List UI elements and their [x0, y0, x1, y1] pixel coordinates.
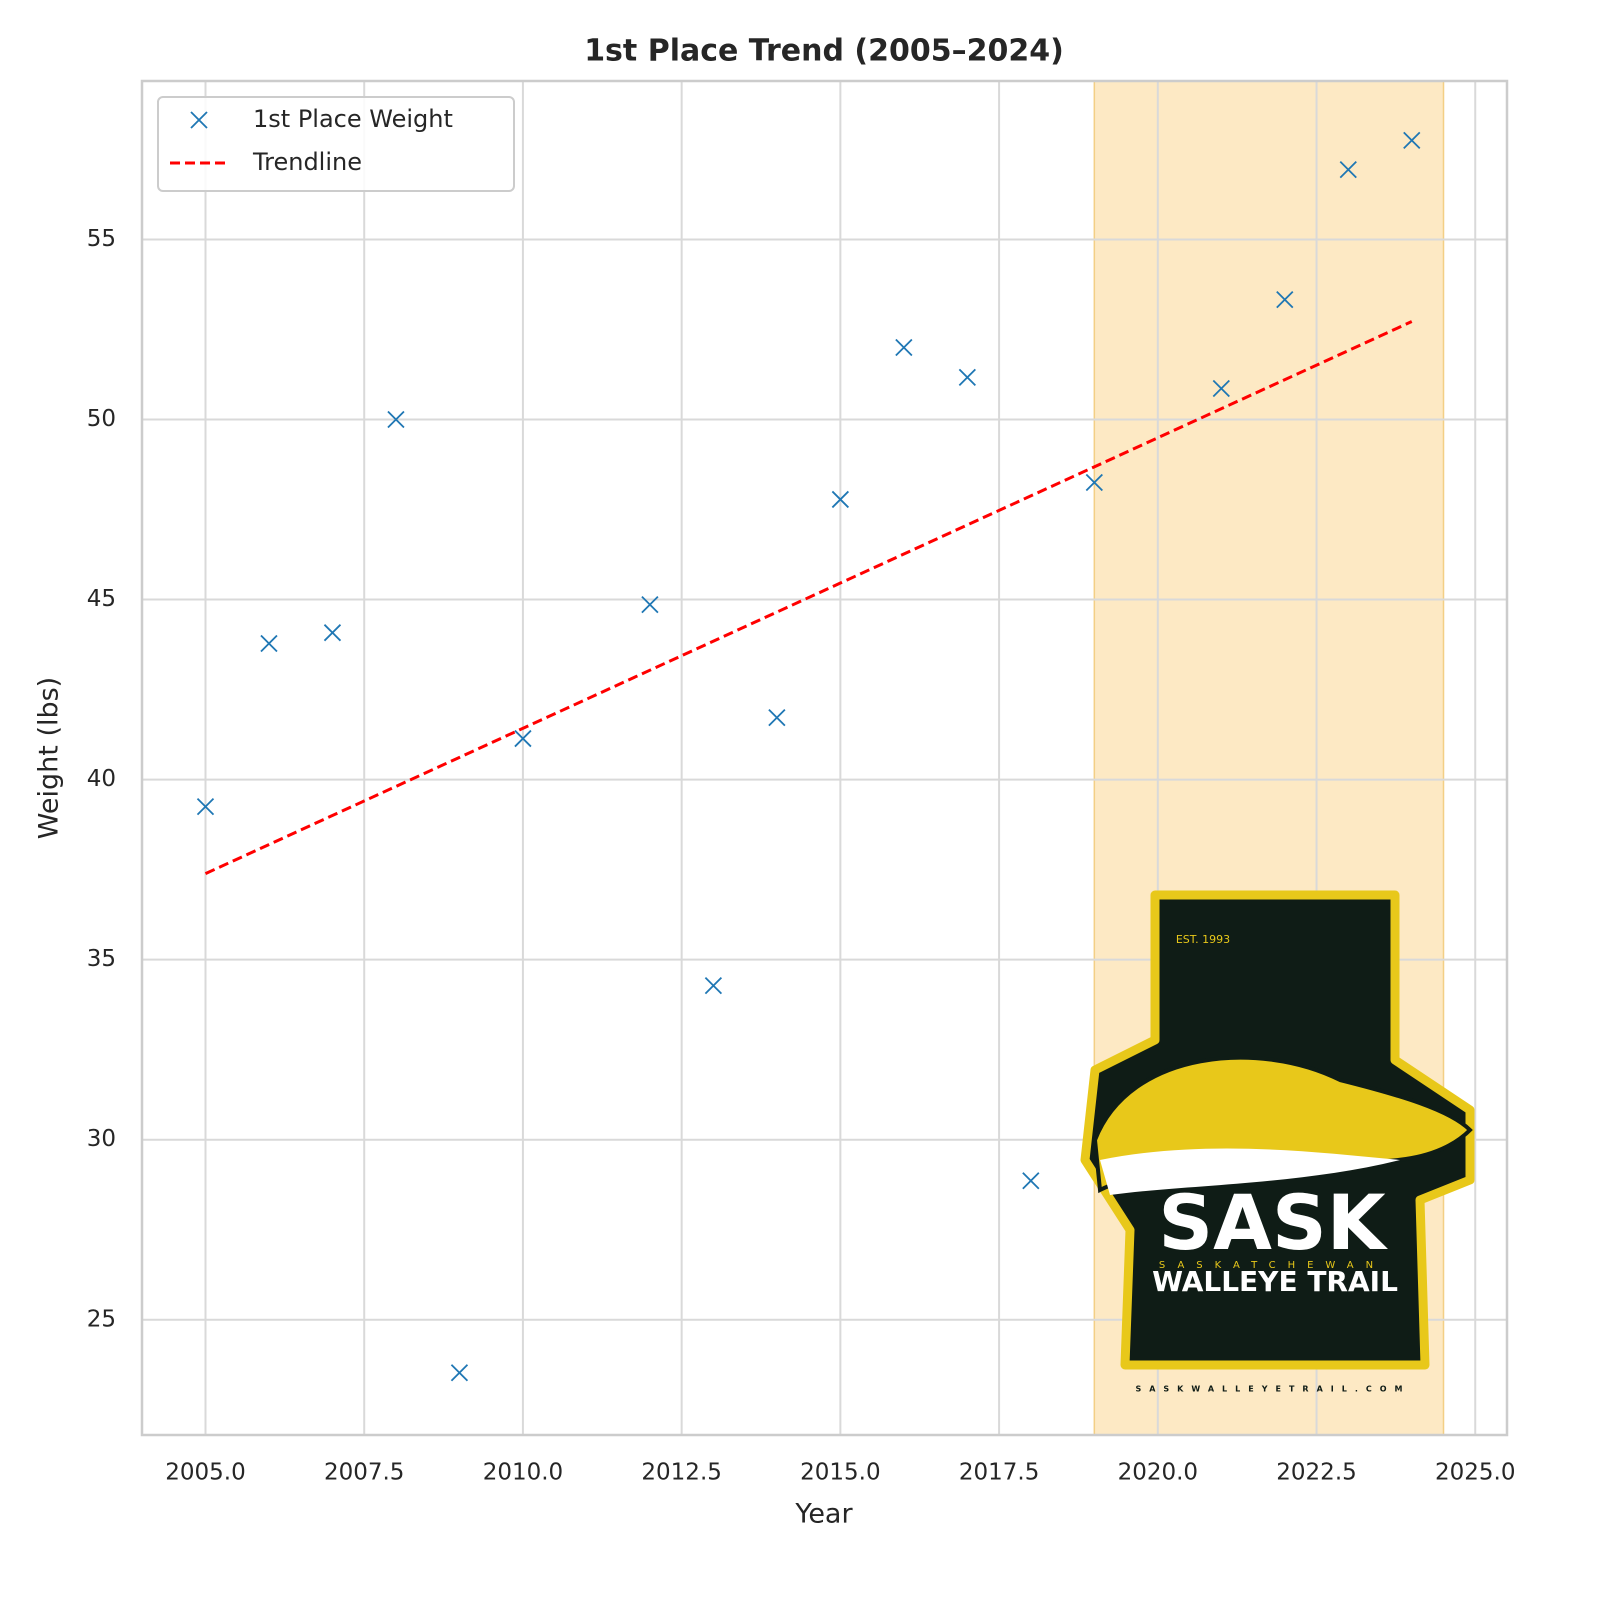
legend-label: 1st Place Weight	[253, 105, 453, 133]
scatter-point	[1403, 131, 1421, 150]
y-tick-label: 25	[87, 1306, 116, 1332]
y-tick-label: 45	[87, 586, 116, 612]
scatter-point	[958, 368, 976, 387]
plot-frame	[140, 79, 1509, 1437]
trendline	[204, 320, 1413, 875]
scatter-point	[323, 624, 342, 642]
y-tick-label: 30	[87, 1126, 116, 1152]
scatter-point	[831, 490, 850, 509]
logo-fish-belly	[1100, 1148, 1400, 1195]
x-axis-label: Year	[794, 1499, 853, 1530]
y-tick-label: 50	[87, 406, 116, 432]
x-tick-label: 2012.5	[641, 1460, 721, 1486]
x-tick-label: 2010.0	[483, 1460, 563, 1486]
scatter-point	[1339, 160, 1357, 179]
x-tick-label: 2015.0	[800, 1460, 880, 1486]
scatter-point	[1022, 1172, 1040, 1190]
chart-title: 1st Place Trend (2005–2024)	[584, 34, 1064, 69]
y-axis-label: Weight (lbs)	[34, 677, 65, 839]
x-tick-label: 2007.5	[324, 1460, 404, 1486]
x-tick-label: 2022.5	[1276, 1460, 1356, 1486]
scatter-point	[196, 797, 215, 816]
x-tick-label: 2020.0	[1118, 1460, 1198, 1486]
scatter-point	[514, 729, 532, 748]
scatter-point	[1212, 379, 1230, 398]
legend: 1st Place Weight Trendline	[157, 96, 515, 192]
y-tick-label: 35	[87, 946, 116, 972]
scatter-point	[704, 976, 723, 995]
y-tick-label: 40	[87, 766, 116, 792]
scatter-point	[641, 595, 659, 614]
scatter-point	[768, 709, 786, 727]
x-tick-label: 2025.0	[1435, 1460, 1515, 1486]
scatter-point	[387, 410, 405, 429]
scatter-point	[895, 338, 913, 357]
logo-est: EST. 1993	[1176, 933, 1230, 946]
scatter-point	[1085, 473, 1103, 492]
legend-label: Trendline	[252, 148, 362, 176]
logo-name: WALLEYE TRAIL	[1152, 1265, 1398, 1298]
y-tick-label: 55	[87, 226, 116, 252]
scatter-point	[1276, 290, 1294, 309]
logo-url: SASKWALLEYETRAIL.COM	[1135, 1385, 1410, 1394]
logo-big: SASK	[1158, 1178, 1388, 1267]
legend-box	[157, 96, 515, 192]
scatter-point	[450, 1364, 469, 1382]
x-tick-label: 2017.5	[959, 1460, 1039, 1486]
logo-sub: SASKATCHEWAN	[1159, 1260, 1385, 1271]
scatter-point	[260, 634, 278, 653]
legend-marker	[190, 111, 208, 129]
x-tick-label: 2005.0	[165, 1460, 245, 1486]
